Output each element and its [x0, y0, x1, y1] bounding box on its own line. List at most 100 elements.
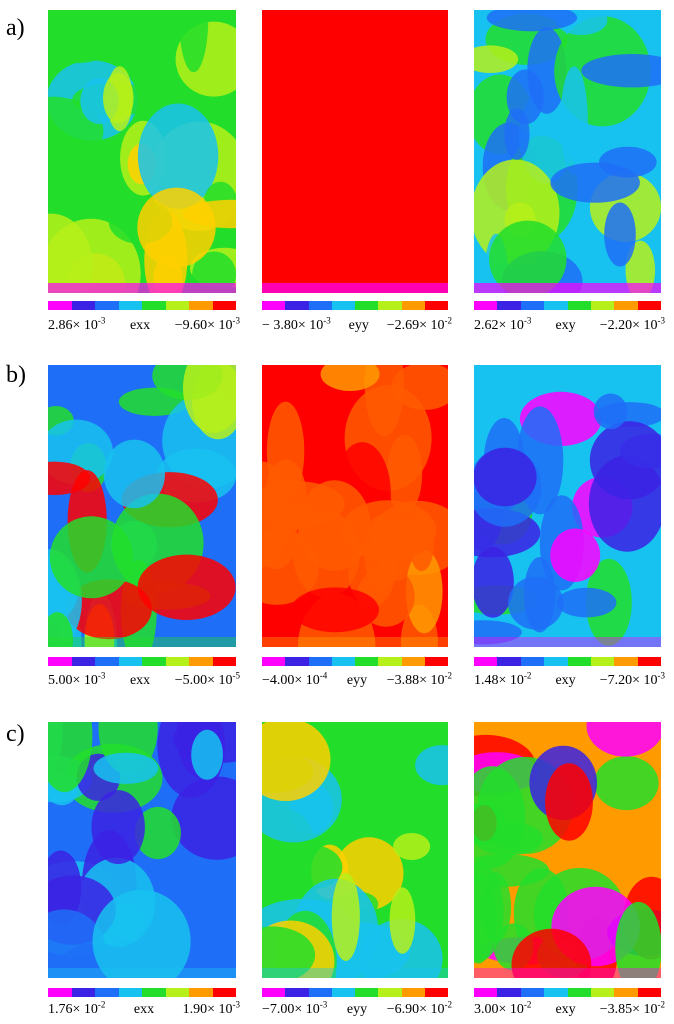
colorbar-min-value-mantissa: − 3.80× 10 [262, 318, 324, 333]
strain-component-label: eyy [348, 318, 369, 333]
strain-component-label: exy [555, 673, 576, 688]
colorbar-min-value-exponent: -2 [97, 999, 106, 1010]
colorbar-segment [544, 988, 568, 997]
colorbar-min-value-exponent: -3 [97, 315, 106, 326]
colorbar-max-value: −3.88× 10-2 [387, 671, 452, 689]
colorbar-segment [520, 301, 545, 310]
colorbar-min-value-exponent: -4 [319, 670, 328, 681]
colorbar-segment [355, 301, 379, 310]
colorbar-segment [497, 657, 521, 666]
colorbar-segment [590, 657, 615, 666]
colorbar-segment [474, 301, 498, 310]
colorbar-max-value-exponent: -2 [444, 315, 453, 326]
colorbar-caption: −4.00× 10-4 eyy −3.88× 10-2 [262, 670, 452, 689]
colorbar-min-value-mantissa: −4.00× 10 [262, 673, 320, 688]
colorbar-segment [544, 301, 568, 310]
colorbar-max-value-exponent: -3 [657, 670, 665, 681]
colorbar-segment [189, 301, 213, 310]
colorbar-segment [118, 657, 142, 666]
colorbar-segment [308, 657, 332, 666]
colorbar [48, 301, 236, 310]
colorbar-segment [71, 988, 95, 997]
strain-map-c-exx [48, 722, 236, 978]
colorbar-segment [637, 657, 661, 666]
row-label-a: a) [6, 15, 25, 41]
colorbar-max-value-exponent: -3 [657, 315, 665, 326]
colorbar-segment [567, 988, 591, 997]
colorbar-segment [520, 988, 545, 997]
colorbar-segment [614, 301, 638, 310]
colorbar-max-value-exponent: -3 [232, 999, 241, 1010]
colorbar-caption: 1.76× 10-2 exx 1.90× 10-3 [48, 999, 241, 1018]
strain-component-label: exy [555, 1002, 576, 1017]
colorbar-min-value: 2.86× 10-3 [48, 315, 106, 334]
colorbar-min-value-mantissa: 1.76× 10 [48, 1002, 98, 1017]
colorbar-caption: 3.00× 10-2 exy −3.85× 10-2 [474, 999, 665, 1018]
colorbar-segment [355, 657, 379, 666]
colorbar-segment [48, 301, 72, 310]
strain-component-label: exx [129, 673, 151, 688]
colorbar-segment [474, 657, 498, 666]
colorbar-max-value-mantissa: −5.00× 10 [174, 673, 233, 688]
colorbar-segment [378, 988, 402, 997]
colorbar-segment [285, 657, 309, 666]
colorbar-segment [48, 657, 72, 666]
strain-component-label: eyy [346, 1002, 368, 1017]
colorbar-segment [497, 301, 521, 310]
colorbar-segment [285, 301, 309, 310]
colorbar-max-value-mantissa: −6.90× 10 [386, 1002, 445, 1017]
colorbar-segment [165, 988, 189, 997]
colorbar-min-value: 2.62× 10-3 [474, 316, 531, 334]
colorbar-min-value: −4.00× 10-4 [262, 670, 328, 689]
colorbar-max-value: −9.60× 10-3 [175, 316, 240, 334]
colorbar-segment [331, 301, 355, 310]
colorbar-caption: 5.00× 10-3 exx −5.00× 10-5 [48, 670, 240, 689]
colorbar-caption: 2.62× 10-3 exy −2.20× 10-3 [474, 315, 665, 334]
strain-map-b-exy [474, 365, 661, 647]
colorbar-segment [262, 657, 286, 666]
colorbar-segment [544, 657, 568, 666]
strain-component-label: exx [133, 1002, 155, 1017]
colorbar-segment [308, 988, 332, 997]
colorbar-segment [95, 301, 119, 310]
colorbar-segment [637, 301, 661, 310]
colorbar-caption: 2.86× 10-3 exx −9.60× 10-3 [48, 315, 240, 334]
strain-map-c-exy [474, 722, 661, 978]
colorbar-segment [212, 657, 236, 666]
colorbar-segment [71, 657, 95, 666]
colorbar-segment [401, 657, 425, 666]
colorbar-segment [48, 988, 72, 997]
colorbar-segment [520, 657, 545, 666]
colorbar-segment [378, 301, 402, 310]
colorbar-min-value-mantissa: 5.00× 10 [48, 673, 98, 688]
colorbar-segment [401, 988, 425, 997]
colorbar-segment [637, 988, 661, 997]
colorbar-segment [71, 301, 95, 310]
colorbar-segment [614, 657, 638, 666]
colorbar-segment [142, 301, 166, 310]
colorbar-min-value-exponent: -2 [523, 670, 532, 681]
colorbar-segment [308, 301, 332, 310]
colorbar-max-value-exponent: -5 [232, 670, 240, 681]
colorbar-segment [262, 988, 286, 997]
colorbar-segment [262, 301, 286, 310]
colorbar-min-value-exponent: -3 [97, 670, 106, 681]
strain-map-c-eyy [262, 722, 448, 978]
strain-map-b-exx [48, 365, 236, 647]
colorbar-segment [567, 657, 591, 666]
colorbar-segment [401, 301, 425, 310]
colorbar-segment [614, 988, 638, 997]
colorbar-segment [590, 988, 615, 997]
colorbar-min-value-mantissa: 3.00× 10 [474, 1002, 524, 1017]
colorbar-segment [118, 988, 142, 997]
colorbar [48, 988, 236, 997]
colorbar-segment [590, 301, 615, 310]
colorbar-segment [331, 657, 355, 666]
colorbar-min-value-exponent: -3 [319, 999, 328, 1010]
colorbar-min-value-mantissa: 1.48× 10 [474, 673, 524, 688]
colorbar-max-value-mantissa: −7.20× 10 [599, 673, 658, 688]
colorbar-segment [95, 657, 119, 666]
colorbar-max-value-exponent: -2 [657, 999, 665, 1010]
colorbar [474, 301, 661, 310]
colorbar-segment [212, 988, 236, 997]
